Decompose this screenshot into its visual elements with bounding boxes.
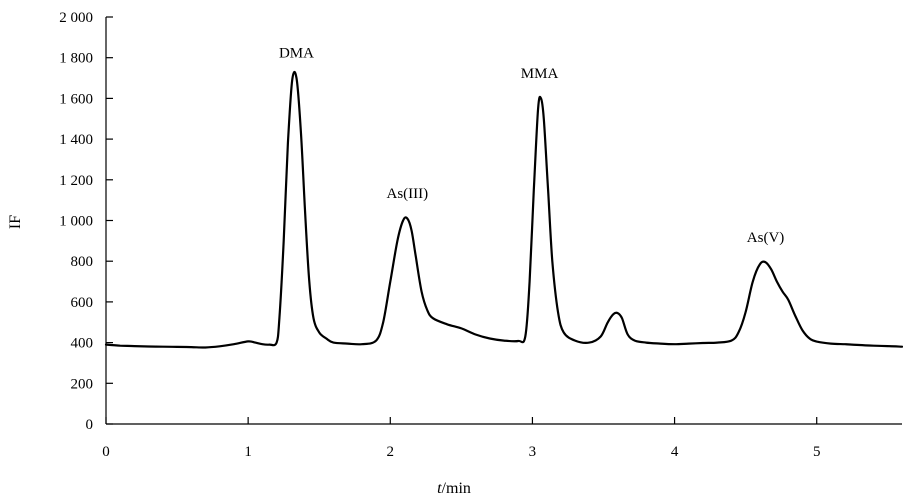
- y-tick-label: 600: [71, 295, 94, 311]
- x-axis-title-unit: /min: [442, 480, 471, 497]
- y-axis: 0 200 400 600 800 1 000 1 200 1 400 1 600 1 800 2 …: [59, 10, 113, 433]
- peak-label: As(III): [387, 186, 429, 202]
- x-axis-title: t/min: [437, 480, 471, 497]
- y-tick-label: 1 800: [59, 51, 93, 67]
- peak-label: As(V): [747, 230, 785, 246]
- y-tick-label: 1 000: [59, 214, 93, 230]
- y-tick-label: 800: [71, 254, 94, 270]
- x-axis-title-italic: t: [437, 480, 442, 497]
- signal-trace: [104, 70, 903, 349]
- x-tick-label: 1: [244, 444, 252, 460]
- y-tick-label: 200: [71, 376, 94, 392]
- x-tick-label: 2: [387, 444, 395, 460]
- y-tick-label: 1 400: [59, 132, 93, 148]
- peak-labels: DMA As(III) MMA As(V): [279, 46, 784, 246]
- y-tick-label: 400: [71, 336, 94, 352]
- x-tick-label: 4: [671, 444, 679, 460]
- x-tick-label: 5: [813, 444, 821, 460]
- x-tick-label: 3: [529, 444, 537, 460]
- y-axis-title: IF: [7, 215, 24, 229]
- y-tick-label: 2 000: [59, 10, 93, 26]
- y-tick-label: 0: [86, 417, 94, 433]
- peak-label: MMA: [521, 66, 559, 82]
- peak-label: DMA: [279, 46, 314, 62]
- y-tick-label: 1 600: [59, 91, 93, 107]
- x-tick-label: 0: [102, 444, 110, 460]
- x-axis: 0 1 2 3 4 5: [102, 417, 902, 460]
- y-tick-label: 1 200: [59, 173, 93, 189]
